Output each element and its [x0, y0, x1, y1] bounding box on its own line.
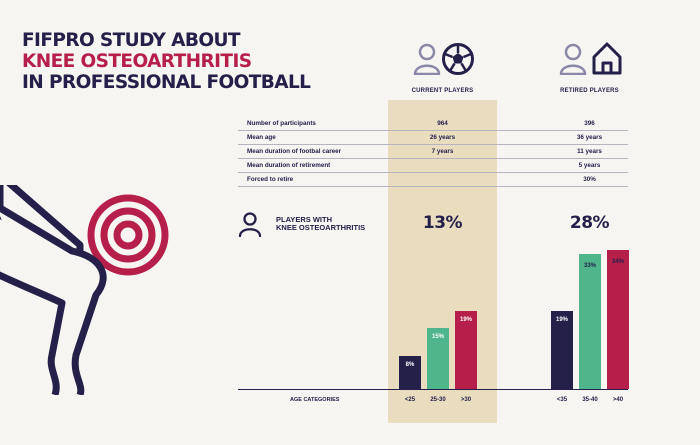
- bar-retired-35-40: [579, 253, 601, 389]
- bar-value-label: 19%: [459, 317, 472, 324]
- bar-current-<25: [399, 356, 421, 389]
- football-icon: [442, 43, 474, 75]
- table-cell-retired: 36 years: [576, 134, 603, 141]
- leg-outline: [0, 203, 107, 395]
- column-header-current: CURRENT PLAYERS: [411, 88, 474, 94]
- title-line-1: FIFPRO STUDY ABOUT: [22, 30, 241, 51]
- person-icon: [413, 43, 441, 75]
- bar-value-label: 19%: [555, 317, 568, 324]
- x-tick-label: 25-30: [430, 397, 446, 403]
- knee-target-illustration: [0, 185, 169, 395]
- table-row-label: Mean duration of footbal career: [247, 148, 342, 155]
- table-rule: [238, 158, 628, 159]
- players-with-oa-label: PLAYERS WITH KNEE OSTEOARTHRITIS: [276, 216, 365, 232]
- bar-retired-<35: [551, 311, 573, 389]
- bar-value-label: 15%: [431, 333, 444, 340]
- table-rule: [238, 144, 628, 145]
- bar-value-label: 34%: [611, 258, 624, 265]
- x-tick-label: <35: [556, 397, 568, 403]
- table-rule: [238, 172, 628, 173]
- target-ring-inner: [113, 220, 143, 250]
- target-ring-middle: [100, 207, 156, 263]
- person-icon: [238, 212, 262, 237]
- bar-current->30: [455, 311, 477, 389]
- table-cell-current: 7 years: [431, 148, 454, 155]
- table-row-label: Number of participants: [247, 120, 316, 127]
- person-icon: [559, 43, 587, 75]
- table-rule: [238, 186, 628, 187]
- players-with-oa-label-line-1: PLAYERS WITH: [276, 215, 332, 224]
- x-tick-label: <25: [404, 397, 416, 403]
- table-cell-retired: 11 years: [577, 148, 602, 155]
- column-header-retired: RETIRED PLAYERS: [560, 88, 619, 94]
- x-tick-label: >30: [460, 397, 472, 403]
- table-row-label: Mean duration of retirement: [247, 162, 331, 169]
- x-tick-label: 35-40: [582, 397, 598, 403]
- current-oa-percentage: 13%: [422, 213, 463, 233]
- players-with-oa-label-line-2: KNEE OSTEOARTHRITIS: [276, 223, 366, 232]
- table-row-label: Mean age: [247, 134, 276, 141]
- x-axis-title: AGE CATEGORIES: [290, 397, 340, 403]
- target-ring-outer: [87, 194, 169, 276]
- bar-value-label: 8%: [405, 362, 415, 369]
- title-line-2: KNEE OSTEOARTHRITIS: [22, 51, 252, 72]
- table-cell-retired: 396: [584, 120, 595, 127]
- page-title: FIFPRO STUDY ABOUT KNEE OSTEOARTHRITIS I…: [22, 30, 311, 93]
- bar-retired->40: [607, 249, 629, 389]
- title-line-3: IN PROFESSIONAL FOOTBALL: [22, 72, 311, 93]
- table-rule: [238, 130, 628, 131]
- bar-value-label: 33%: [583, 262, 596, 269]
- table-cell-retired: 30%: [583, 176, 596, 183]
- table-row-label: Forced to retire: [247, 176, 294, 183]
- retired-oa-percentage: 28%: [569, 213, 610, 233]
- table-cell-current: 26 years: [429, 134, 456, 141]
- house-icon: [592, 42, 622, 75]
- x-axis-line: [238, 389, 628, 390]
- table-cell-retired: 5 years: [578, 162, 601, 169]
- bar-current-25-30: [427, 327, 449, 389]
- table-cell-current: 964: [437, 120, 448, 127]
- x-tick-label: >40: [612, 397, 624, 403]
